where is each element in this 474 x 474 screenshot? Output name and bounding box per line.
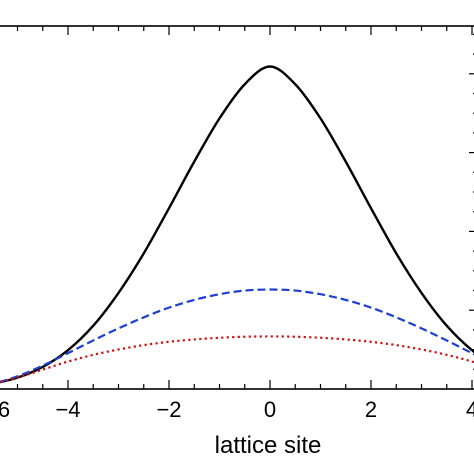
x-tick-label: −2 xyxy=(156,397,181,422)
x-tick-label: 0 xyxy=(264,397,276,422)
x-tick-label: 2 xyxy=(365,397,377,422)
plot-frame xyxy=(0,25,474,390)
x-tick-label: −4 xyxy=(55,397,80,422)
x-tick-label: 6 xyxy=(0,397,10,422)
x-axis-title: lattice site xyxy=(215,432,322,459)
series-line-solid xyxy=(0,65,474,384)
series-line-dashed xyxy=(0,288,474,383)
series-line-dotted xyxy=(0,335,474,384)
x-tick-label: 4 xyxy=(466,397,474,422)
